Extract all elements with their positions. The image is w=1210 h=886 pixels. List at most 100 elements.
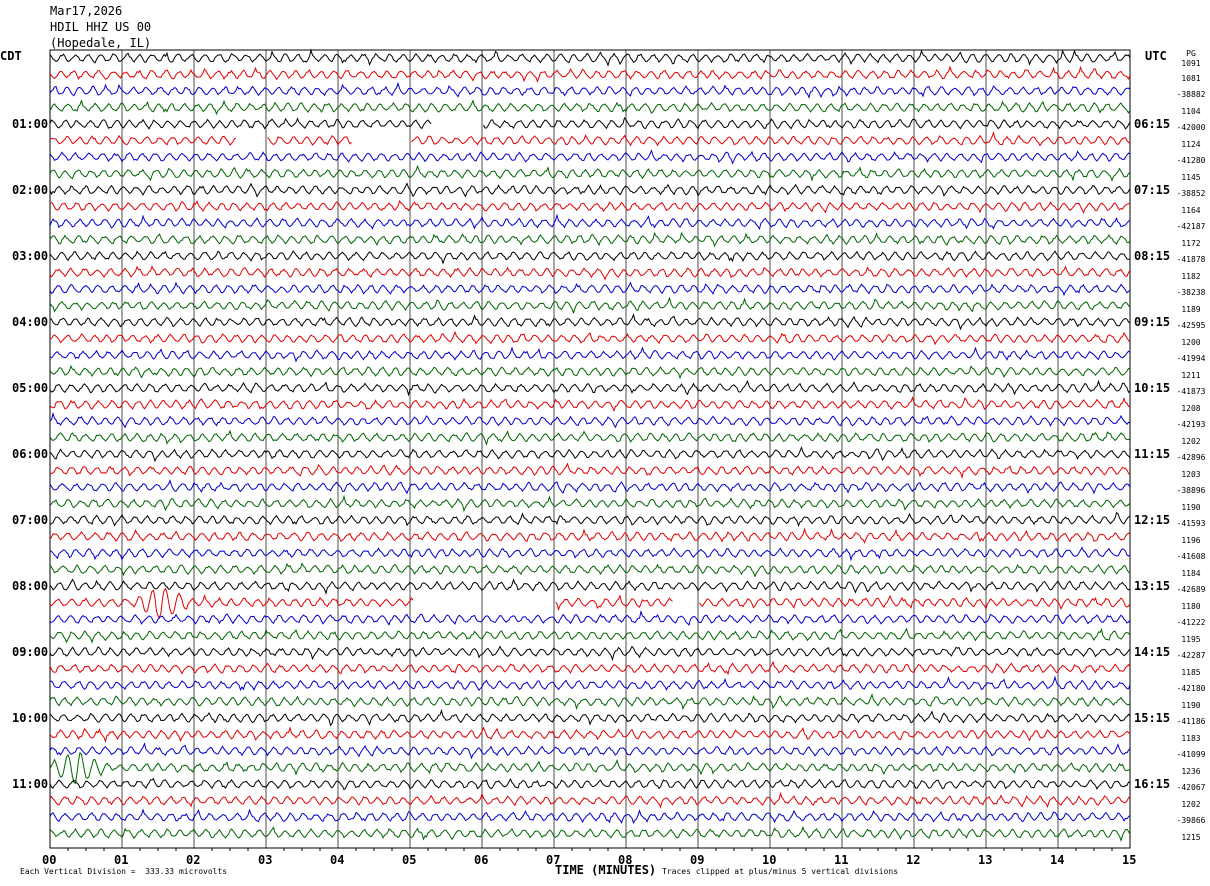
trace-value-label: -42187: [1176, 222, 1206, 231]
trace-value-label: 1189: [1181, 304, 1201, 314]
seismic-trace: [49, 250, 1131, 265]
x-tick-label: 09: [690, 853, 705, 867]
right-top-label: PG: [1186, 49, 1196, 58]
trace-value-label: -42896: [1176, 453, 1206, 462]
seismic-trace: [49, 379, 1131, 397]
seismic-trace: [49, 116, 1131, 130]
x-tick-label: 15: [1122, 853, 1137, 867]
seismic-trace: [49, 395, 1130, 412]
seismic-trace: [49, 231, 1131, 248]
left-hour-label: 02:00: [12, 183, 49, 197]
trace-value-label: 1124: [1181, 139, 1201, 149]
x-axis-title: TIME (MINUTES): [555, 863, 657, 877]
seismic-trace: [49, 609, 1131, 627]
seismic-trace: [49, 479, 1131, 495]
clip-note: Traces clipped at plus/minus 5 vertical …: [662, 867, 899, 876]
x-tick-label: 08: [618, 853, 633, 867]
trace-value-label: -41878: [1176, 255, 1206, 264]
x-tick-label: 04: [330, 853, 345, 867]
trace-value-label: -41608: [1176, 552, 1206, 561]
seismic-trace: [49, 627, 1131, 644]
seismic-trace: [49, 164, 1131, 182]
seismic-trace: [49, 265, 1131, 281]
trace-value-label: -41593: [1176, 519, 1206, 528]
seismic-trace: [49, 742, 1131, 760]
seismic-trace: [49, 99, 1131, 116]
seismic-trace: [49, 182, 1131, 198]
x-tick-label: 05: [402, 853, 417, 867]
seismic-trace: [49, 562, 1131, 578]
seismic-trace: [49, 330, 1131, 346]
seismic-trace: [49, 313, 1131, 331]
seismic-trace: [49, 429, 1131, 447]
seismic-trace: [49, 777, 1131, 791]
right-hour-label: 12:15: [1134, 513, 1171, 527]
right-hour-label: 11:15: [1134, 447, 1171, 461]
trace-value-label: -41873: [1176, 387, 1206, 396]
trace-value-label: -42000: [1176, 123, 1206, 132]
seismic-trace: [49, 791, 1131, 809]
right-timezone-label: UTC: [1145, 49, 1167, 63]
right-hour-label: 10:15: [1134, 381, 1171, 395]
x-tick-label: 14: [1050, 853, 1065, 867]
trace-value-label: 1182: [1181, 271, 1201, 281]
seismic-trace: [49, 296, 1131, 315]
trace-value-label: -41994: [1176, 354, 1206, 363]
seismic-trace: [49, 693, 1131, 711]
left-hour-label: 04:00: [12, 315, 49, 329]
seismic-trace: [49, 546, 1131, 562]
trace-value-label: -41186: [1176, 717, 1206, 726]
trace-value-label: -41099: [1176, 750, 1206, 759]
trace-value-label: 1236: [1181, 766, 1201, 776]
trace-value-label: 1202: [1181, 436, 1201, 446]
x-tick-label: 01: [114, 853, 129, 867]
left-hour-label: 07:00: [12, 513, 49, 527]
header-date: Mar17,2026: [50, 4, 123, 18]
right-hour-label: 14:15: [1134, 645, 1171, 659]
seismic-trace: [49, 48, 1131, 67]
left-hour-label: 10:00: [12, 711, 49, 725]
trace-value-label: 1185: [1181, 667, 1201, 677]
right-hour-label: 06:15: [1134, 117, 1171, 131]
scale-note: Each Vertical Division = 333.33 microvol…: [20, 867, 228, 876]
seismic-trace: [49, 751, 1131, 785]
trace-value-label: 1200: [1181, 337, 1201, 347]
seismic-trace: [49, 462, 1131, 480]
seismic-trace: [49, 494, 1131, 513]
trace-value-label: -42180: [1176, 684, 1206, 693]
x-tick-label: 07: [546, 853, 561, 867]
x-tick-label: 03: [258, 853, 273, 867]
trace-value-label: -38882: [1176, 90, 1206, 99]
left-hour-label: 05:00: [12, 381, 49, 395]
left-hour-label: 01:00: [12, 117, 49, 131]
seismic-trace: [49, 825, 1131, 843]
seismic-trace: [49, 645, 1131, 662]
right-hour-label: 15:15: [1134, 711, 1171, 725]
header-station: HDIL HHZ US 00: [50, 20, 152, 34]
trace-value-label: -41280: [1176, 156, 1206, 165]
trace-value-label: -41222: [1176, 618, 1206, 627]
trace-value-label: 1091: [1181, 59, 1201, 68]
seismic-trace: [49, 808, 1131, 825]
trace-value-label: -38896: [1176, 486, 1206, 495]
x-tick-label: 12: [906, 853, 921, 867]
trace-value-label: 1203: [1181, 469, 1201, 479]
right-hour-label: 07:15: [1134, 183, 1171, 197]
trace-value-label: 1202: [1181, 799, 1201, 809]
trace-value-label: -38852: [1176, 189, 1206, 198]
seismic-trace: [49, 131, 1131, 147]
trace-value-label: 1183: [1181, 733, 1201, 743]
seismic-trace: [49, 578, 1131, 595]
seismic-trace: [49, 726, 1131, 743]
x-tick-label: 02: [186, 853, 201, 867]
seismic-trace: [49, 81, 1131, 99]
seismic-trace: [49, 446, 1131, 463]
x-tick-label: 06: [474, 853, 489, 867]
trace-value-label: -42067: [1176, 783, 1206, 792]
trace-value-label: 1184: [1181, 568, 1201, 578]
left-hour-label: 08:00: [12, 579, 49, 593]
seismic-trace: [49, 346, 1131, 363]
right-hour-label: 13:15: [1134, 579, 1171, 593]
seismic-trace: [49, 511, 1131, 528]
